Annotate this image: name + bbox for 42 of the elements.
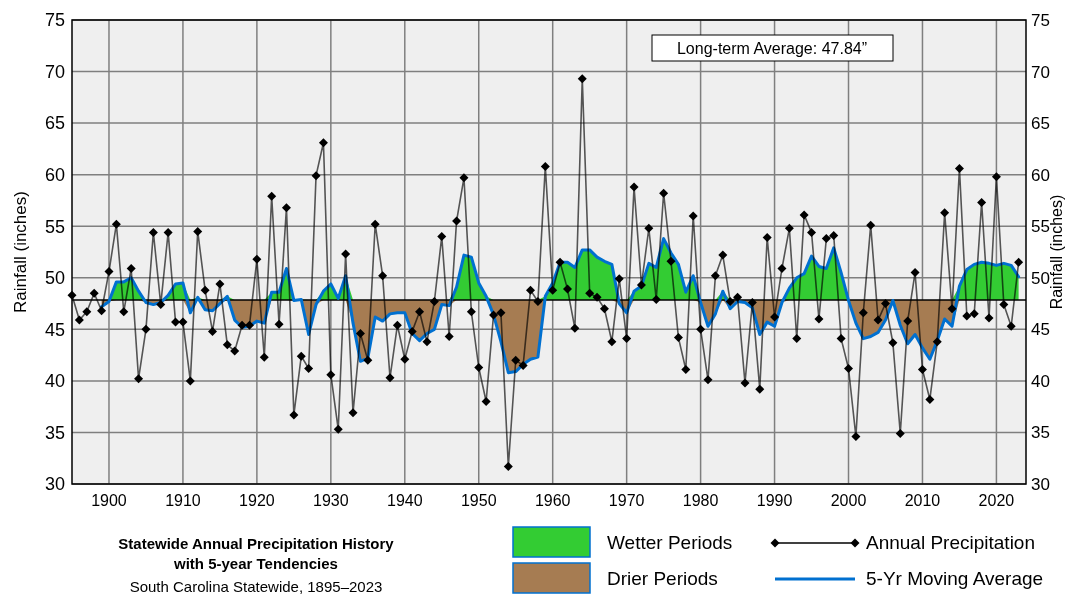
x-tick-label: 1990 (756, 492, 793, 509)
y-tick-label: 50 (44, 268, 65, 289)
x-tick-label: 1960 (534, 492, 571, 509)
y2-tick-label: 35 (1031, 423, 1050, 443)
y-tick-label: 75 (44, 10, 65, 31)
x-tick-label: 2010 (904, 492, 941, 509)
x-tick-label: 1970 (608, 492, 645, 509)
text: South Carolina Statewide, 1895–2023 (129, 578, 383, 595)
y-axis-title: Rainfall (inches) (11, 191, 30, 313)
x-tick-label: 1900 (91, 492, 127, 509)
x-tick-label: 1930 (313, 492, 349, 509)
legend-label: 5-Yr Moving Average (866, 568, 1044, 589)
y-tick-label: 65 (44, 113, 65, 134)
x-tick-label: 1980 (682, 492, 719, 509)
y2-tick-label: 45 (1031, 320, 1050, 340)
legend-label: Annual Precipitation (866, 532, 1035, 553)
y2-tick-label: 50 (1031, 268, 1050, 288)
y-tick-label: 60 (44, 164, 65, 185)
y2-axis-title: Rainfall (inches) (1048, 194, 1065, 310)
text: Statewide Annual Precipitation History with 5-year Tendencies (118, 535, 395, 572)
x-tick-label: 2020 (978, 492, 1015, 509)
y2-tick-label: 70 (1031, 62, 1050, 82)
y-tick-label: 35 (44, 422, 65, 443)
x-tick-label: 1940 (386, 492, 423, 509)
y-tick-label: 55 (44, 216, 65, 237)
y2-tick-label: 40 (1031, 371, 1050, 391)
y2-tick-label: 75 (1031, 10, 1050, 30)
y2-tick-label: 30 (1031, 474, 1050, 494)
y-tick-label: 45 (44, 319, 65, 340)
legend-label: Drier Periods (607, 568, 718, 589)
x-tick-label: 2000 (830, 492, 867, 509)
y2-tick-label: 65 (1031, 114, 1050, 134)
y-tick-label: 70 (44, 61, 65, 82)
x-tick-label: 1910 (165, 492, 201, 509)
y2-tick-label: 60 (1031, 165, 1050, 185)
legend-label: Wetter Periods (607, 532, 733, 553)
x-tick-label: 1920 (239, 492, 275, 509)
y2-tick-label: 55 (1031, 217, 1050, 237)
x-tick-label: 1950 (460, 492, 497, 509)
y-tick-label: 40 (44, 371, 65, 392)
y-tick-label: 30 (44, 474, 65, 495)
annotation: Long-term Average: 47.84” (676, 40, 868, 57)
